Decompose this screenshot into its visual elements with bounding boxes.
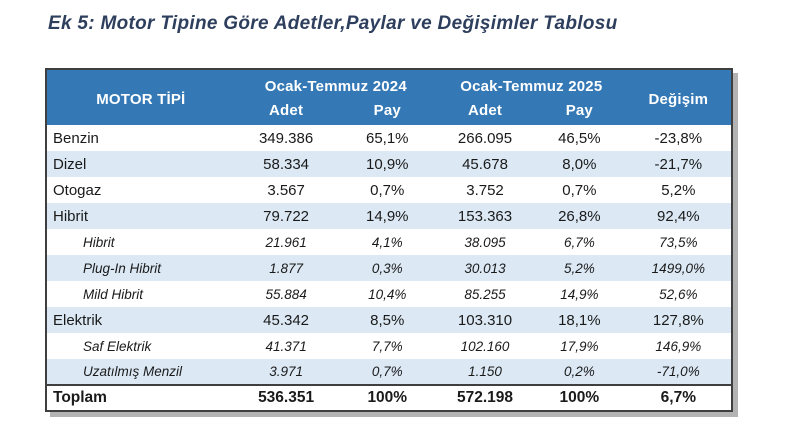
row-value: 127,8% xyxy=(652,311,704,329)
row-label: Dizel xyxy=(53,155,87,173)
row-value: 0,2% xyxy=(563,364,595,379)
row-value: 349.386 xyxy=(258,129,314,147)
table-row: Toplam 536.351 100% 572.198 100% 6,7% xyxy=(46,384,732,411)
row-value: 536.351 xyxy=(234,384,338,411)
table-row: Mild Hibrit 55.884 10,4% 85.255 14,9% 52,6% xyxy=(46,281,732,307)
row-value: 38.095 xyxy=(464,234,506,250)
row-label: Otogaz xyxy=(53,181,102,199)
table-row: Plug-In Hibrit 1.877 0,3% 30.013 5,2% 1499,0% xyxy=(46,255,732,281)
table-row: Uzatılmış Menzil 3.971 0,7% 1.150 0,2% -71,0% xyxy=(46,359,732,385)
row-value: -23,8% xyxy=(654,129,703,147)
row-value: 10,9% xyxy=(365,155,409,173)
table-row: Hibrit 21.961 4,1% 38.095 6,7% 73,5% xyxy=(46,229,732,255)
row-label: Hibrit xyxy=(53,207,89,225)
row-value: 41.371 xyxy=(265,338,307,354)
row-value: 3.971 xyxy=(269,364,303,379)
table-body: Benzin 349.386 65,1% 266.095 46,5% -23,8% Dize… xyxy=(46,125,732,411)
header-row-units: Adet Pay Adet Pay xyxy=(46,99,732,125)
table-row: Benzin 349.386 65,1% 266.095 46,5% -23,8% xyxy=(46,125,732,151)
row-value: 266.095 xyxy=(457,129,513,147)
row-value: 52,6% xyxy=(659,286,698,302)
table-row: Hibrit 79.722 14,9% 153.363 26,8% 92,4% xyxy=(46,203,732,229)
row-label: Uzatılmış Menzil xyxy=(83,364,183,379)
column-group-2025: Ocak-Temmuz 2025 xyxy=(437,69,626,99)
column-header-units-2024: Adet xyxy=(234,99,338,125)
row-value: 4,1% xyxy=(371,234,403,250)
row-value: 14,9% xyxy=(365,207,409,225)
row-value: 26,8% xyxy=(558,207,601,225)
column-header-share-2024: Pay xyxy=(337,99,437,125)
row-label: Saf Elektrik xyxy=(83,338,152,354)
row-value: -71,0% xyxy=(656,364,700,379)
row-value: 10,4% xyxy=(368,286,407,302)
row-value: 146,9% xyxy=(655,338,702,354)
row-label: Benzin xyxy=(53,129,99,147)
motor-type-table-container: MOTOR TİPİ Ocak-Temmuz 2024 Ocak-Temmuz … xyxy=(45,68,733,412)
row-value: 21.961 xyxy=(265,234,307,250)
row-value: 85.255 xyxy=(464,286,506,302)
row-label: Elektrik xyxy=(53,311,103,329)
row-value: 153.363 xyxy=(457,207,513,225)
row-value: 79.722 xyxy=(263,207,310,225)
column-header-change: Değişim xyxy=(625,69,732,125)
row-value: 3.752 xyxy=(466,181,504,199)
row-value: 0,3% xyxy=(371,260,403,276)
row-value: 5,2% xyxy=(661,181,696,199)
row-value: 14,9% xyxy=(560,286,599,302)
row-value: 1499,0% xyxy=(651,260,705,276)
column-header-motor-type: MOTOR TİPİ xyxy=(46,69,235,125)
row-value: 0,7% xyxy=(562,181,597,199)
row-value: 45.678 xyxy=(462,155,508,173)
row-value: 1.877 xyxy=(269,260,303,276)
table-row: Saf Elektrik 41.371 7,7% 102.160 17,9% 146,9% xyxy=(46,333,732,359)
column-header-units-2025: Adet xyxy=(437,99,534,125)
row-value: 100% xyxy=(533,384,626,411)
table-row: Dizel 58.334 10,9% 45.678 8,0% -21,7% xyxy=(46,151,732,177)
row-value: 8,0% xyxy=(562,155,597,173)
row-value: 103.310 xyxy=(457,311,513,329)
row-value: 5,2% xyxy=(563,260,595,276)
table-header: MOTOR TİPİ Ocak-Temmuz 2024 Ocak-Temmuz … xyxy=(46,69,732,125)
row-value: 58.334 xyxy=(263,155,310,173)
row-value: 572.198 xyxy=(437,384,534,411)
row-value: 6,7% xyxy=(563,234,595,250)
row-value: 8,5% xyxy=(370,311,405,329)
row-value: 6,7% xyxy=(625,384,732,411)
row-value: 0,7% xyxy=(370,181,405,199)
row-value: 55.884 xyxy=(265,286,307,302)
row-value: 102.160 xyxy=(460,338,510,354)
table-row: Elektrik 45.342 8,5% 103.310 18,1% 127,8% xyxy=(46,307,732,333)
row-value: 73,5% xyxy=(659,234,698,250)
row-value: 17,9% xyxy=(560,338,599,354)
row-value: 100% xyxy=(337,384,437,411)
column-header-share-2025: Pay xyxy=(533,99,626,125)
table-row: Otogaz 3.567 0,7% 3.752 0,7% 5,2% xyxy=(46,177,732,203)
row-value: 46,5% xyxy=(558,129,601,147)
row-value: 45.342 xyxy=(263,311,310,329)
row-label: Toplam xyxy=(46,384,235,411)
row-value: 3.567 xyxy=(267,181,305,199)
row-value: 1.150 xyxy=(468,364,502,379)
row-value: 18,1% xyxy=(558,311,601,329)
row-label: Mild Hibrit xyxy=(83,286,144,302)
row-value: 7,7% xyxy=(371,338,403,354)
row-value: -21,7% xyxy=(654,155,703,173)
column-group-2024: Ocak-Temmuz 2024 xyxy=(234,69,437,99)
header-row-groups: MOTOR TİPİ Ocak-Temmuz 2024 Ocak-Temmuz … xyxy=(46,69,732,125)
row-value: 0,7% xyxy=(371,364,403,379)
row-label: Hibrit xyxy=(83,234,115,250)
motor-type-table: MOTOR TİPİ Ocak-Temmuz 2024 Ocak-Temmuz … xyxy=(45,68,733,412)
row-label: Plug-In Hibrit xyxy=(83,260,162,276)
row-value: 30.013 xyxy=(464,260,506,276)
row-value: 65,1% xyxy=(365,129,409,147)
row-value: 92,4% xyxy=(657,207,700,225)
page-title: Ek 5: Motor Tipine Göre Adetler,Paylar v… xyxy=(48,13,618,34)
